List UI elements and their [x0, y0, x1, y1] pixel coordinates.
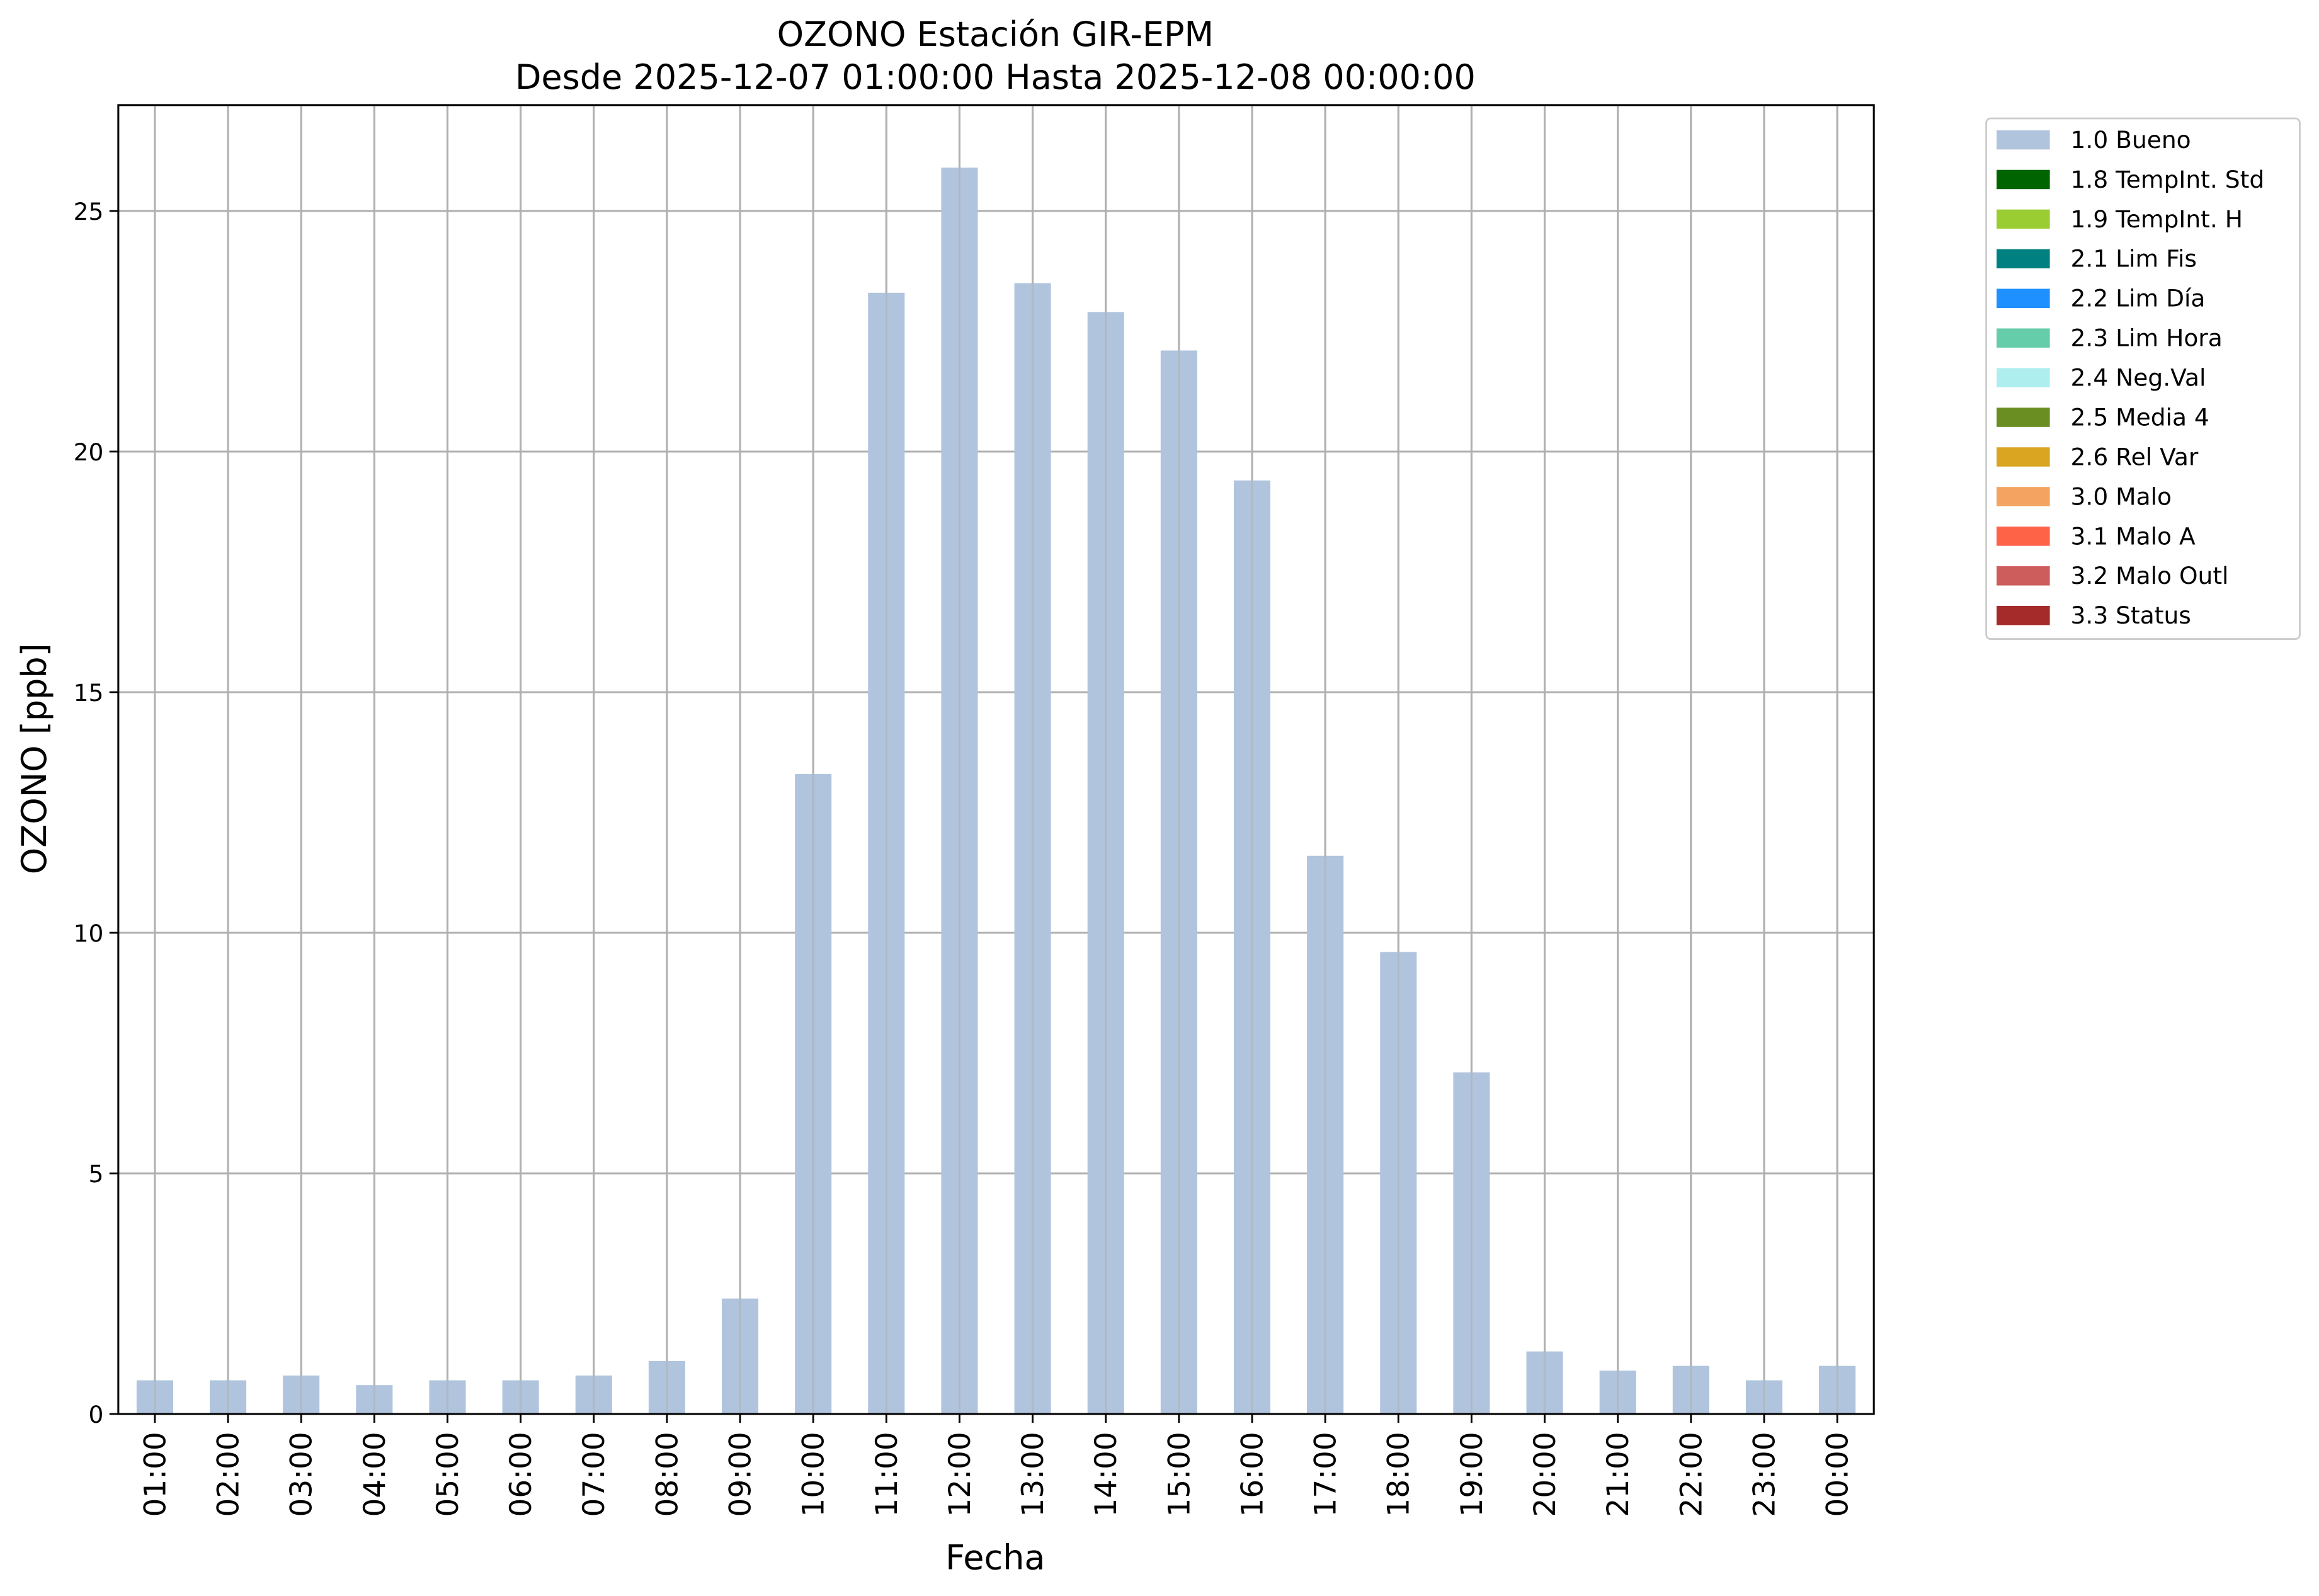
x-tick-label: 09:00 [723, 1432, 758, 1517]
x-tick-label: 06:00 [504, 1432, 538, 1517]
x-tick-label: 19:00 [1455, 1432, 1490, 1517]
legend-label: 3.2 Malo Outl [2071, 562, 2229, 590]
x-tick-label: 13:00 [1016, 1432, 1051, 1517]
x-tick-label: 00:00 [1821, 1432, 1855, 1517]
legend-swatch [1997, 487, 2050, 506]
legend-box [1985, 117, 2301, 640]
legend-label: 3.0 Malo [2071, 482, 2172, 510]
y-tick-label: 5 [88, 1160, 103, 1188]
x-tick-label: 17:00 [1309, 1432, 1343, 1517]
x-tick-label: 08:00 [650, 1432, 685, 1517]
plot-frame [117, 104, 1875, 1415]
x-tick-label: 22:00 [1674, 1432, 1709, 1517]
legend-swatch [1997, 328, 2050, 348]
x-tick-label: 05:00 [431, 1432, 465, 1517]
chart-subtitle: Desde 2025-12-07 01:00:00 Hasta 2025-12-… [515, 57, 1476, 97]
legend-swatch [1997, 130, 2050, 150]
x-tick-label: 03:00 [285, 1432, 319, 1517]
legend-label: 2.2 Lim Día [2071, 285, 2206, 312]
legend-label: 3.3 Status [2071, 601, 2191, 629]
x-tick-label: 11:00 [870, 1432, 904, 1517]
legend-swatch [1997, 209, 2050, 229]
y-tick-label: 25 [74, 198, 104, 225]
x-tick-label: 10:00 [797, 1432, 831, 1517]
chart-title: OZONO Estación GIR-EPM [777, 14, 1214, 54]
x-tick-label: 07:00 [577, 1432, 612, 1517]
y-tick-label: 0 [88, 1401, 103, 1428]
x-tick-label: 04:00 [358, 1432, 392, 1517]
x-tick-label: 15:00 [1162, 1432, 1197, 1517]
y-tick-label: 20 [74, 438, 104, 466]
legend-label: 1.9 TempInt. H [2071, 205, 2243, 233]
legend-label: 2.1 Lim Fis [2071, 245, 2197, 273]
legend-label: 2.5 Media 4 [2071, 403, 2209, 431]
x-tick-label: 12:00 [943, 1432, 977, 1517]
x-tick-label: 16:00 [1235, 1432, 1270, 1517]
legend-label: 1.0 Bueno [2071, 126, 2191, 154]
legend-swatch [1997, 605, 2050, 625]
x-tick-label: 18:00 [1382, 1432, 1416, 1517]
x-tick-label: 20:00 [1528, 1432, 1563, 1517]
legend-label: 2.3 Lim Hora [2071, 324, 2223, 352]
legend-swatch [1997, 288, 2050, 309]
y-tick-label: 15 [74, 679, 104, 707]
x-tick-label: 21:00 [1601, 1432, 1636, 1517]
legend-label: 1.8 TempInt. Std [2071, 166, 2265, 193]
legend-label: 2.4 Neg.Val [2071, 364, 2206, 392]
legend-swatch [1997, 249, 2050, 269]
legend-swatch [1997, 169, 2050, 190]
legend-swatch [1997, 527, 2050, 546]
legend-swatch [1997, 566, 2050, 586]
legend-swatch [1997, 368, 2050, 387]
legend-swatch [1997, 447, 2050, 467]
x-tick-label: 02:00 [212, 1432, 246, 1517]
legend-swatch [1997, 408, 2050, 427]
y-axis-label: OZONO [ppb] [14, 643, 54, 874]
legend-label: 3.1 Malo A [2071, 522, 2196, 550]
x-axis-label: Fecha [945, 1538, 1045, 1578]
x-tick-label: 23:00 [1747, 1432, 1782, 1517]
x-tick-label: 14:00 [1089, 1432, 1124, 1517]
y-tick-label: 10 [74, 920, 104, 947]
legend-label: 2.6 Rel Var [2071, 443, 2199, 470]
x-tick-label: 01:00 [138, 1432, 173, 1517]
